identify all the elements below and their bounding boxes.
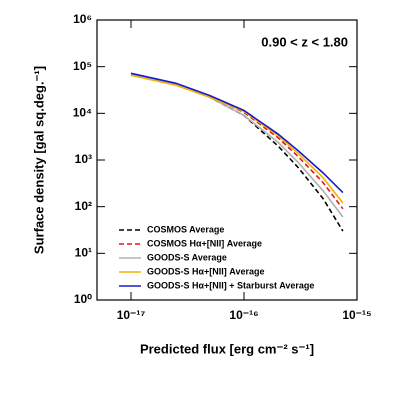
x-tick-label: 10⁻¹⁷ [117, 308, 146, 322]
y-tick-label: 10¹ [75, 246, 92, 260]
y-tick-label: 10⁵ [73, 59, 92, 73]
series-line [130, 73, 344, 232]
series-line [130, 74, 344, 204]
y-tick-label: 10⁰ [74, 292, 92, 306]
legend-label: GOODS-S Hα+[NII] Average [147, 266, 264, 276]
y-tick-label: 10² [75, 199, 92, 213]
series-line [130, 72, 344, 194]
y-tick-label: 10⁴ [73, 106, 92, 120]
y-tick-label: 10³ [75, 152, 92, 166]
x-tick-label: 10⁻¹⁵ [342, 308, 371, 322]
annotation: 0.90 < z < 1.80 [261, 34, 348, 49]
series-line [130, 73, 344, 218]
series-line [130, 73, 344, 210]
legend-label: COSMOS Hα+[NII] Average [147, 238, 262, 248]
y-axis-label: Surface density [gal sq.deg.⁻¹] [31, 66, 46, 254]
legend-label: COSMOS Average [147, 224, 224, 234]
legend-label: GOODS-S Average [147, 252, 227, 262]
legend-label: GOODS-S Hα+[NII] + Starburst Average [147, 280, 314, 290]
y-tick-label: 10⁶ [73, 12, 92, 26]
x-axis-label: Predicted flux [erg cm⁻² s⁻¹] [140, 341, 314, 356]
x-tick-label: 10⁻¹⁶ [229, 308, 258, 322]
